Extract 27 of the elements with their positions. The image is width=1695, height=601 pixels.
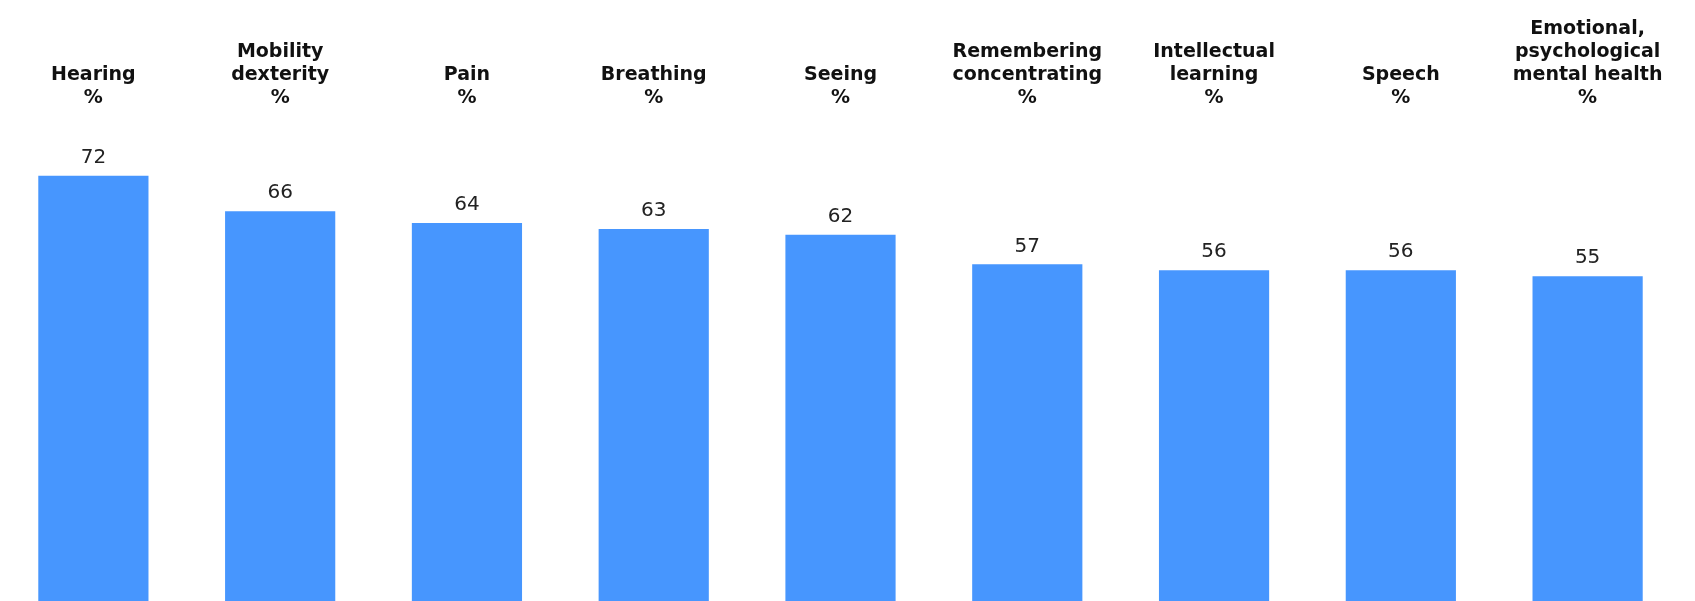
x-tick-label: Speech %	[1361, 61, 1440, 107]
data-label: 57	[1014, 232, 1040, 257]
bar	[225, 211, 336, 601]
data-label: 63	[641, 197, 667, 222]
x-tick-label: Hearing %	[51, 61, 136, 107]
bar	[785, 234, 896, 601]
bar	[1158, 270, 1270, 601]
data-label: 64	[454, 191, 480, 216]
x-tick-label: Pain %	[443, 61, 491, 107]
bar	[1345, 270, 1456, 601]
data-label: 62	[827, 203, 854, 228]
x-tick-label: Emotional, psychological mental health %	[1512, 16, 1663, 107]
data-label: 56	[1388, 238, 1414, 263]
bar	[1532, 276, 1643, 601]
data-label: 66	[267, 179, 293, 204]
data-label: 72	[80, 143, 107, 168]
data-label: 56	[1201, 238, 1227, 263]
x-tick-label: Remembering concentrating %	[952, 39, 1103, 107]
x-tick-label: Intellectual learning %	[1153, 39, 1275, 107]
x-tick-label: Seeing %	[803, 61, 878, 107]
bar	[411, 223, 523, 601]
data-label: 55	[1574, 244, 1601, 269]
x-tick-label: Breathing %	[600, 61, 707, 107]
bar	[972, 264, 1083, 601]
bar	[598, 228, 709, 601]
x-tick-label: Mobility dexterity %	[231, 39, 330, 107]
bar	[38, 175, 149, 601]
